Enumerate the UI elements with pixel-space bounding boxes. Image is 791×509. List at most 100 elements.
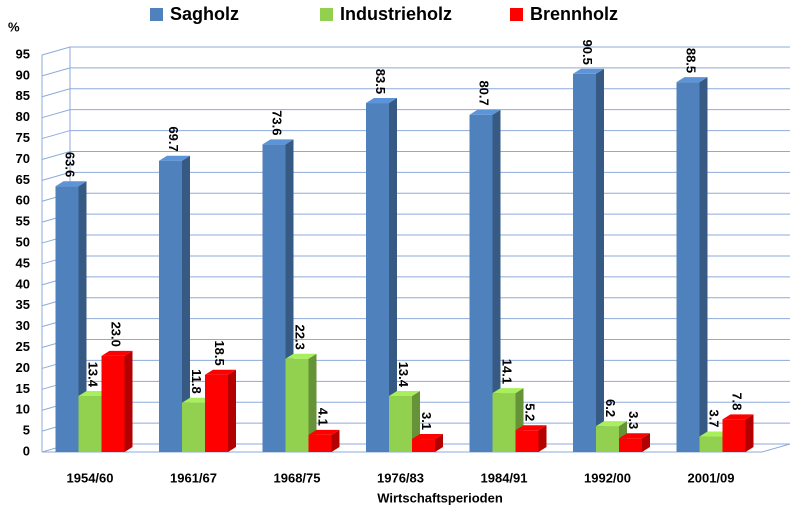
y-tick-label: 70 — [16, 151, 30, 166]
bar-side — [435, 434, 443, 452]
bar-side — [182, 155, 190, 453]
y-tick-label: 20 — [16, 360, 30, 375]
bar-top — [676, 77, 708, 83]
bar-top — [619, 433, 650, 439]
y-tick-label: 35 — [16, 297, 30, 312]
data-label: 6.2 — [603, 399, 618, 417]
data-label: 73.6 — [270, 110, 285, 135]
bar-front — [412, 439, 435, 452]
bar-side — [389, 98, 397, 452]
y-tick-label: 0 — [23, 443, 30, 458]
bar-top — [722, 414, 754, 420]
bar-top — [469, 109, 501, 115]
bar-front — [699, 436, 723, 452]
bar-front — [596, 426, 619, 452]
bar-top — [412, 434, 443, 440]
bar-top — [285, 353, 317, 359]
data-label: 7.8 — [730, 392, 745, 410]
grid-line — [41, 109, 790, 119]
data-label: 80.7 — [477, 80, 492, 105]
bar-side — [596, 68, 604, 452]
bar — [722, 414, 754, 452]
bar-top — [55, 181, 87, 187]
y-axis-title: % — [8, 19, 20, 34]
bar-side — [642, 433, 650, 452]
bar — [366, 98, 397, 452]
data-label: 22.3 — [293, 324, 308, 349]
floor-right — [761, 443, 791, 453]
legend-label: Industrieholz — [340, 4, 452, 24]
bar-top — [308, 429, 340, 435]
bar-top — [262, 139, 294, 145]
legend-swatch — [150, 8, 163, 21]
x-tick-label: 1961/67 — [170, 470, 217, 485]
bar — [285, 353, 317, 452]
bar-front — [182, 402, 205, 452]
data-label: 11.8 — [189, 369, 204, 394]
bar-side — [745, 414, 754, 452]
bar-top — [573, 68, 604, 74]
bar-front — [515, 430, 539, 452]
y-tick-label: 5 — [23, 423, 30, 438]
y-tick-label: 15 — [16, 381, 30, 396]
bar-front — [366, 103, 389, 452]
grid-line — [41, 46, 790, 56]
bar-front — [101, 355, 125, 452]
legend-label: Sagholz — [170, 4, 239, 24]
data-label: 3.3 — [626, 411, 641, 429]
x-tick-label: 1976/83 — [377, 470, 424, 485]
bar-side — [78, 181, 87, 453]
data-label: 23.0 — [109, 322, 124, 347]
y-tick-label: 95 — [16, 46, 30, 61]
bar-side — [308, 353, 317, 452]
bar — [469, 109, 501, 453]
x-tick-label: 2001/09 — [688, 470, 735, 485]
bar-front — [573, 73, 596, 452]
data-label: 13.4 — [86, 362, 101, 388]
legend-label: Brennholz — [530, 4, 618, 24]
bar-top — [492, 388, 524, 394]
bar-front — [722, 419, 746, 452]
bar — [515, 425, 547, 452]
x-tick-label: 1954/60 — [67, 470, 114, 485]
y-tick-label: 45 — [16, 255, 30, 270]
bar-front — [469, 114, 493, 453]
y-tick-label: 85 — [16, 88, 30, 103]
bar-front — [308, 434, 332, 452]
grid-line — [41, 171, 790, 181]
bar — [55, 181, 87, 453]
bar-front — [285, 358, 309, 452]
grid-line — [41, 130, 790, 140]
data-label: 88.5 — [684, 48, 699, 73]
x-tick-label: 1968/75 — [274, 470, 321, 485]
data-label: 83.5 — [373, 69, 388, 94]
bar-front — [389, 396, 412, 452]
bar-top — [389, 391, 420, 397]
bar-side — [538, 425, 547, 452]
y-tick-label: 25 — [16, 339, 30, 354]
data-label: 3.7 — [707, 409, 722, 427]
bar — [619, 433, 650, 452]
y-tick-label: 75 — [16, 130, 30, 145]
bar-front — [159, 160, 182, 453]
x-tick-label: 1992/00 — [584, 470, 631, 485]
data-label: 69.7 — [166, 126, 181, 151]
y-tick-label: 80 — [16, 109, 30, 124]
x-axis-title: Wirtschaftsperioden — [377, 490, 503, 505]
data-label: 63.6 — [63, 152, 78, 177]
grid-line — [41, 67, 790, 77]
legend-swatch — [320, 8, 333, 21]
bar-front — [492, 393, 516, 452]
y-tick-label: 50 — [16, 234, 30, 249]
data-label: 5.2 — [523, 403, 538, 421]
bar-side — [331, 429, 340, 452]
y-tick-label: 55 — [16, 214, 30, 229]
bar-front — [78, 396, 102, 452]
y-tick-label: 40 — [16, 276, 30, 291]
data-label: 14.1 — [500, 359, 515, 384]
bar — [101, 350, 133, 452]
bar-front — [55, 186, 79, 453]
bar — [159, 155, 190, 453]
data-label: 13.4 — [396, 362, 411, 388]
